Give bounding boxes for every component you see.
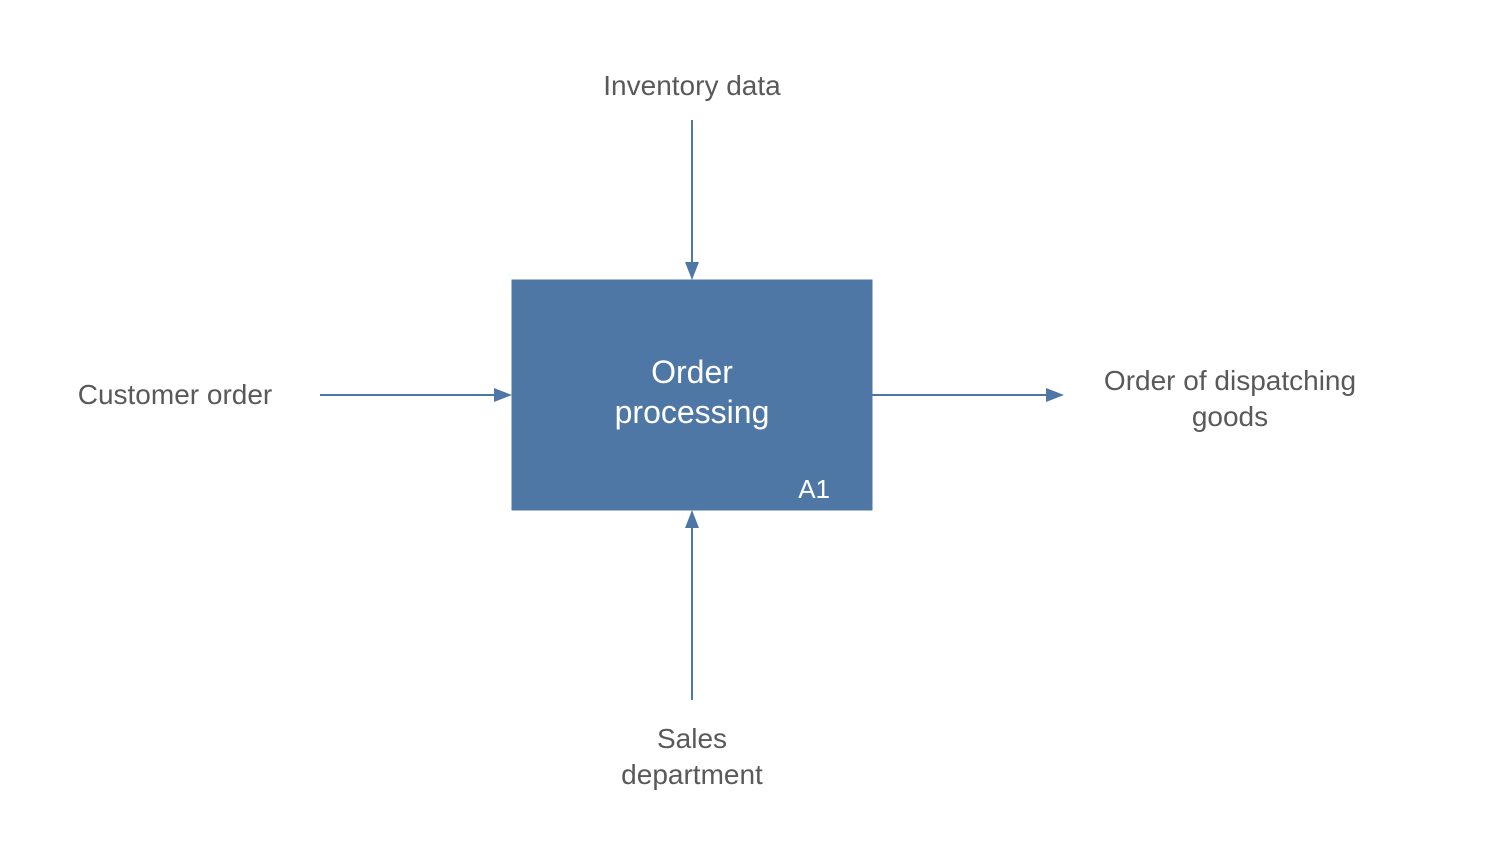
label-sales-line2: department: [621, 759, 763, 790]
label-inventory-data: Inventory data: [603, 70, 781, 101]
function-title-line2: processing: [615, 394, 770, 430]
arrow-mechanism-sales: [685, 510, 699, 700]
label-dispatch-line1: Order of dispatching: [1104, 365, 1356, 396]
label-dispatch-line2: goods: [1192, 401, 1268, 432]
label-sales-line1: Sales: [657, 723, 727, 754]
idef0-diagram: Order processing A1 Inventory data Custo…: [0, 0, 1500, 852]
arrow-output-dispatch: [872, 388, 1064, 402]
label-customer-order: Customer order: [78, 379, 273, 410]
function-title-line1: Order: [651, 354, 733, 390]
arrow-input-customer: [320, 388, 512, 402]
function-id-label: A1: [798, 474, 830, 504]
arrow-control-inventory: [685, 120, 699, 280]
